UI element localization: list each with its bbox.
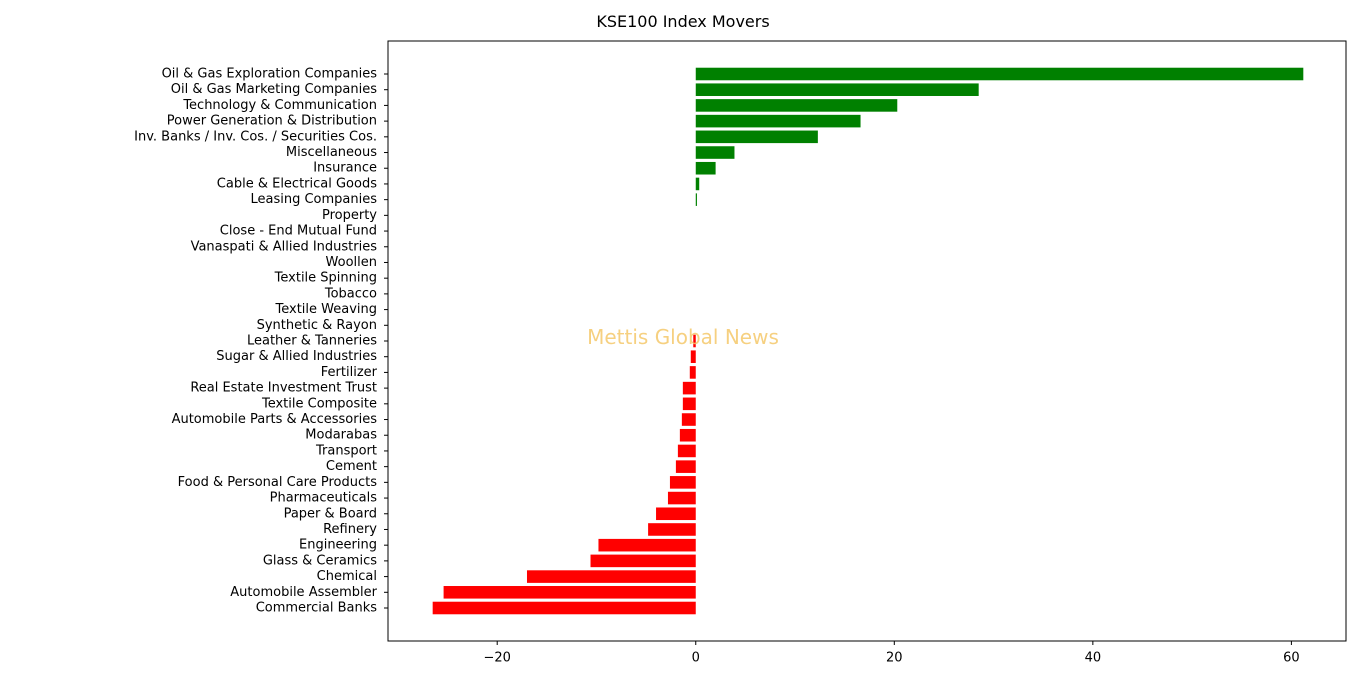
- watermark-text: Mettis Global News: [587, 325, 779, 349]
- bar-0: [695, 67, 1304, 81]
- y-tick-label: Property: [322, 208, 377, 223]
- y-tick-label: Transport: [315, 443, 377, 458]
- bar-4: [695, 130, 818, 144]
- bars-layer: [432, 67, 1304, 615]
- y-tick-label: Oil & Gas Exploration Companies: [162, 67, 378, 82]
- plot-frame: [387, 40, 1347, 642]
- bar-6: [695, 161, 716, 175]
- bar-21: [682, 397, 696, 411]
- y-tick-label: Paper & Board: [284, 506, 377, 521]
- bar-26: [669, 476, 696, 489]
- y-tick-label: Leasing Companies: [250, 192, 377, 207]
- bar-5: [695, 146, 735, 159]
- y-tick-label: Refinery: [323, 522, 377, 537]
- y-tick-label: Textile Weaving: [275, 302, 378, 317]
- bar-22: [681, 413, 696, 426]
- y-tick-label: Cable & Electrical Goods: [217, 176, 377, 191]
- chart-title: KSE100 Index Movers: [596, 12, 770, 31]
- y-tick-label: Miscellaneous: [286, 145, 377, 160]
- y-tick-label: Close - End Mutual Fund: [220, 224, 377, 239]
- y-tick-label: Modarabas: [305, 428, 377, 443]
- bar-3: [695, 114, 861, 128]
- bar-30: [598, 538, 696, 552]
- x-tick-label: 0: [692, 651, 700, 666]
- y-tick-label: Sugar & Allied Industries: [216, 349, 377, 364]
- y-tick-label: Tobacco: [324, 286, 377, 301]
- y-tick-label: Food & Personal Care Products: [178, 475, 378, 490]
- bar-8: [695, 193, 697, 206]
- y-tick-label: Power Generation & Distribution: [167, 114, 377, 129]
- y-tick-label: Inv. Banks / Inv. Cos. / Securities Cos.: [134, 129, 377, 144]
- y-tick-label: Real Estate Investment Trust: [190, 381, 377, 396]
- y-tick-label: Glass & Ceramics: [263, 553, 377, 568]
- y-tick-label: Woollen: [326, 255, 377, 270]
- bar-31: [590, 554, 696, 568]
- bar-33: [443, 586, 696, 599]
- bar-1: [695, 83, 979, 96]
- bar-17: [693, 334, 696, 348]
- y-tick-label: Cement: [326, 459, 377, 474]
- bar-20: [682, 381, 696, 395]
- y-tick-label: Leather & Tanneries: [247, 334, 377, 349]
- bar-24: [677, 444, 696, 458]
- bar-32: [526, 570, 696, 583]
- bar-18: [690, 350, 696, 363]
- y-tick-label: Oil & Gas Marketing Companies: [171, 82, 377, 97]
- bar-19: [689, 366, 696, 379]
- x-ticks: −20 0 20 40 60: [483, 641, 1300, 666]
- y-tick-label: Engineering: [299, 538, 377, 553]
- y-tick-label: Automobile Parts & Accessories: [172, 412, 378, 427]
- bar-7: [695, 177, 700, 191]
- x-tick-label: 20: [886, 651, 903, 666]
- x-tick-label: −20: [483, 651, 510, 666]
- bar-34: [432, 601, 696, 615]
- y-tick-label: Fertilizer: [321, 365, 378, 380]
- y-tick-label: Pharmaceuticals: [270, 491, 378, 506]
- x-tick-label: 40: [1085, 651, 1102, 666]
- bar-27: [667, 491, 696, 505]
- y-tick-label: Technology & Communication: [182, 98, 377, 113]
- bar-23: [679, 428, 696, 442]
- y-tick-label: Textile Spinning: [274, 271, 377, 286]
- bar-29: [648, 523, 696, 536]
- bar-25: [675, 460, 696, 473]
- y-tick-label: Synthetic & Rayon: [257, 318, 377, 333]
- bar-28: [656, 507, 696, 521]
- y-tick-label: Textile Composite: [261, 396, 377, 411]
- y-tick-label: Commercial Banks: [256, 601, 378, 616]
- y-tick-label: Chemical: [317, 569, 377, 584]
- x-tick-label: 60: [1283, 651, 1300, 666]
- y-tick-label: Insurance: [313, 161, 377, 176]
- bar-2: [695, 99, 898, 112]
- y-tick-label: Automobile Assembler: [230, 585, 377, 600]
- y-tick-label: Vanaspati & Allied Industries: [191, 239, 378, 254]
